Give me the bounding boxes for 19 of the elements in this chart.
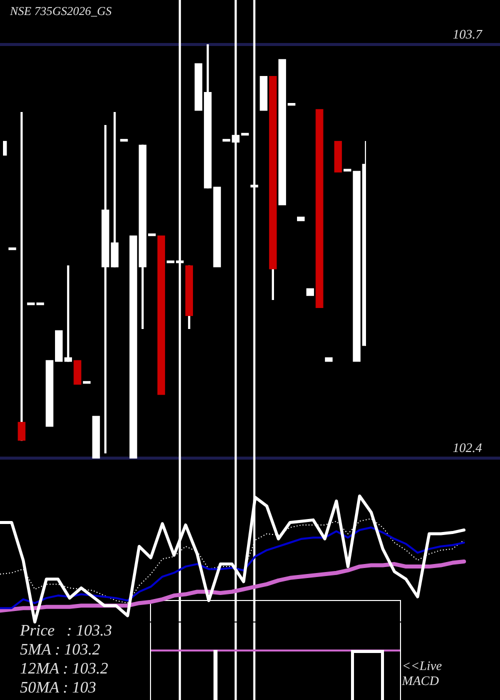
annotation: 50MA : 103	[20, 680, 96, 696]
candlestick	[157, 235, 166, 395]
ref-line-label: 103.7	[452, 26, 482, 42]
candlestick	[260, 76, 268, 111]
text: <<Live MACD	[401, 658, 442, 688]
annotation: 5MA : 103.2	[20, 642, 100, 658]
annotation: Price : 103.3	[19, 622, 112, 640]
candlestick	[129, 235, 138, 459]
candlestick	[316, 109, 324, 308]
chart-title: NSE 735GS2026_GS	[9, 4, 112, 18]
candlestick	[110, 112, 119, 268]
candlestick	[324, 357, 333, 362]
annotation: 12MA : 103.2	[20, 660, 108, 678]
candlestick	[334, 140, 342, 172]
candlestick	[74, 360, 82, 385]
candlestick	[306, 288, 314, 296]
ref-line-label: 102.4	[452, 440, 482, 456]
candlestick	[92, 416, 100, 459]
candlestick	[297, 216, 305, 222]
